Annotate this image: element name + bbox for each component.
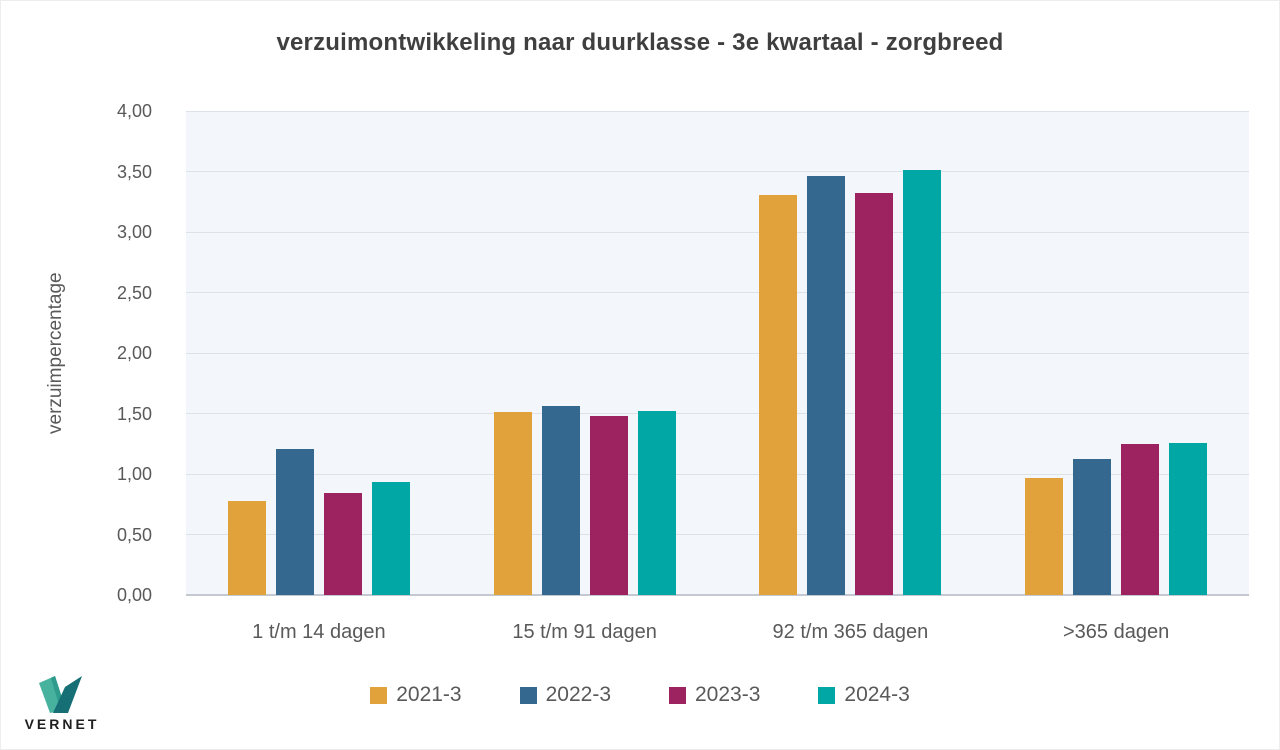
- y-tick-label: 4,00: [116, 101, 152, 121]
- x-category-label: >365 dagen: [1063, 621, 1170, 643]
- y-tick-label: 3,00: [116, 222, 152, 242]
- bar-group: [983, 111, 1249, 595]
- gridline: [186, 594, 1249, 596]
- bar-2023-3: [855, 193, 894, 595]
- y-axis-tick-labels: 0,00 0,50 1,00 1,50 2,00 2,50 3,00 3,50 4,00: [1, 101, 166, 605]
- bar-2022-3: [807, 176, 846, 595]
- gridline: [186, 231, 1249, 233]
- legend-label: 2024-3: [844, 683, 910, 706]
- gridline: [186, 473, 1249, 475]
- legend-label: 2021-3: [396, 683, 462, 706]
- vernet-logo: VERNET: [17, 675, 107, 732]
- legend-swatch-icon: [519, 686, 537, 704]
- x-axis-category-labels: 1 t/m 14 dagen 15 t/m 91 dagen 92 t/m 365 …: [186, 603, 1249, 644]
- plot-area: [186, 110, 1249, 596]
- y-tick-label: 1,00: [116, 464, 152, 484]
- legend-swatch-icon: [370, 686, 388, 704]
- bar-2024-3: [637, 411, 676, 595]
- gridline: [186, 110, 1249, 112]
- y-tick-label: 0,00: [116, 585, 152, 605]
- bar-groups: [186, 111, 1249, 595]
- gridline: [186, 413, 1249, 414]
- bar-2022-3: [1073, 459, 1112, 595]
- bar-2021-3: [759, 194, 798, 595]
- y-tick-label: 2,00: [116, 343, 152, 363]
- legend-item-2022-3: 2022-3: [519, 683, 611, 707]
- bar-2021-3: [1025, 477, 1064, 595]
- chart-title: verzuimontwikkeling naar duurklasse - 3e…: [276, 29, 1004, 56]
- y-tick-label: 0,50: [116, 524, 152, 545]
- y-tick-label: 3,50: [116, 161, 152, 182]
- gridline: [186, 352, 1249, 354]
- y-tick-label: 1,50: [116, 403, 152, 424]
- bar-2023-3: [589, 415, 628, 595]
- y-tick-label: 2,50: [116, 282, 152, 303]
- x-category-label: 92 t/m 365 dagen: [772, 621, 929, 643]
- legend-swatch-icon: [818, 686, 836, 704]
- legend-item-2023-3: 2023-3: [669, 683, 760, 707]
- bar-2024-3: [903, 170, 942, 595]
- bar-group: [718, 111, 984, 595]
- bar-2023-3: [323, 493, 362, 595]
- vernet-logo-text: VERNET: [24, 716, 100, 732]
- legend-swatch-icon: [669, 686, 686, 704]
- bar-2024-3: [371, 482, 410, 595]
- gridline: [186, 534, 1249, 535]
- legend-label: 2023-3: [695, 683, 761, 706]
- legend-item-2021-3: 2021-3: [370, 683, 462, 707]
- bar-2024-3: [1169, 442, 1208, 595]
- gridline: [186, 171, 1249, 172]
- vernet-logo-v-icon: [39, 676, 82, 713]
- bar-2021-3: [227, 500, 266, 595]
- bar-2021-3: [493, 412, 532, 595]
- bar-group: [186, 111, 452, 595]
- gridline: [186, 292, 1249, 293]
- legend-label: 2022-3: [545, 683, 611, 706]
- bar-2022-3: [275, 448, 314, 595]
- legend-item-2024-3: 2024-3: [818, 683, 910, 707]
- legend: 2021-3 2022-3 2023-3 2024-3: [1, 683, 1279, 707]
- x-category-label: 1 t/m 14 dagen: [252, 621, 386, 643]
- bar-2022-3: [541, 406, 580, 595]
- x-category-label: 15 t/m 91 dagen: [512, 621, 657, 643]
- bar-group: [452, 111, 718, 595]
- bar-2023-3: [1121, 443, 1160, 595]
